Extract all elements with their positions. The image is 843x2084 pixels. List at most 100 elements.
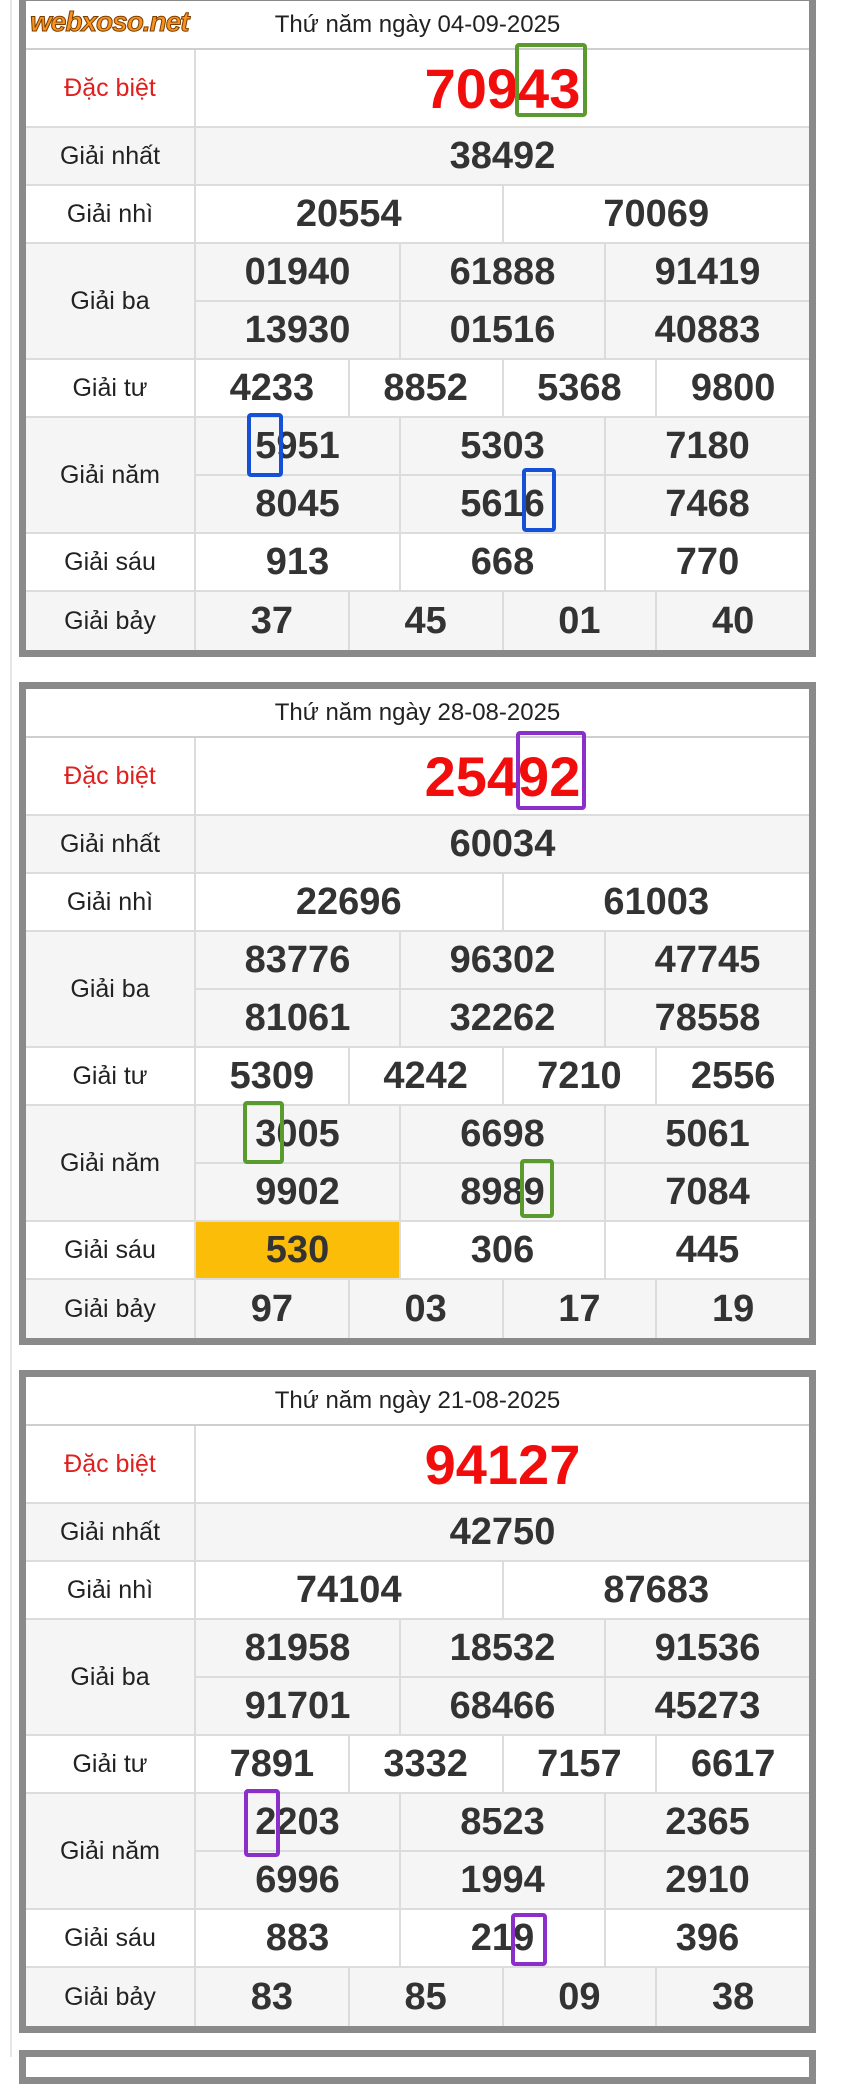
- prize-label: Giải bảy: [26, 1968, 196, 2026]
- prize-values: 94127: [196, 1426, 809, 1502]
- prize-number: 4233: [196, 360, 350, 416]
- prize-number: 45: [350, 592, 504, 650]
- prize-values: 530 306 445: [196, 1222, 809, 1278]
- prize-subrow: 37 45 01 40: [196, 592, 809, 650]
- prize-label: Đặc biệt: [26, 1426, 196, 1502]
- prize-values: 4233 8852 5368 9800: [196, 360, 809, 416]
- prize-number: 61003: [603, 880, 710, 923]
- prize-row-seventh: Giải bảy 83 85 09 38: [26, 1968, 809, 2026]
- prize-label: Đặc biệt: [26, 738, 196, 814]
- prize-number: 8045: [196, 476, 401, 532]
- prize-row-seventh: Giải bảy 37 45 01 40: [26, 592, 809, 650]
- prize-row-second: Giải nhì 74104 87683: [26, 1562, 809, 1620]
- prize-subrow: 81061 32262 78558: [196, 988, 809, 1046]
- prize-row-sixth: Giải sáu 883 219 396: [26, 1910, 809, 1968]
- prize-label: Giải nhì: [26, 186, 196, 242]
- prize-subrow: 83 85 09 38: [196, 1968, 809, 2026]
- prize-number: 6698: [401, 1106, 606, 1162]
- result-table: Thứ năm ngày 28-08-2025 Đặc biệt 25492 Giải…: [19, 682, 816, 1345]
- prize-number: 7468: [665, 482, 750, 525]
- prize-number: 01: [504, 592, 658, 650]
- prize-number: 5061: [665, 1112, 750, 1155]
- prize-number: 45273: [654, 1684, 761, 1727]
- prize-number: 2365: [665, 1800, 750, 1843]
- prize-number: 47745: [654, 938, 761, 981]
- prize-row-fifth: Giải năm 2203 8523 2365 6996 1994 2910: [26, 1794, 809, 1910]
- prize-number: 445: [675, 1228, 740, 1271]
- draw-date-header: Thứ năm ngày 28-08-2025: [26, 689, 809, 738]
- prize-number: 87683: [603, 1568, 710, 1611]
- prize-number: 22696: [196, 874, 504, 930]
- prize-subrow: 4233 8852 5368 9800: [196, 360, 809, 416]
- prize-number: 32262: [401, 990, 606, 1046]
- prize-label: Đặc biệt: [26, 50, 196, 126]
- prize-number: 94127: [424, 1432, 581, 1496]
- prize-label: Giải bảy: [26, 592, 196, 650]
- prize-number: 770: [675, 540, 740, 583]
- prize-label: Giải tư: [26, 1048, 196, 1104]
- prize-label: Giải ba: [26, 932, 196, 1046]
- prize-number: 91701: [196, 1678, 401, 1734]
- prize-number: 09: [504, 1968, 658, 2026]
- prize-number: 83776: [196, 932, 401, 988]
- prize-number: 38492: [449, 134, 556, 177]
- prize-values: 42750: [196, 1504, 809, 1560]
- prize-values: 2203 8523 2365 6996 1994 2910: [196, 1794, 809, 1908]
- prize-subrow: 6996 1994 2910: [196, 1850, 809, 1908]
- prize-subrow: 91701 68466 45273: [196, 1676, 809, 1734]
- prize-values: 25492: [196, 738, 809, 814]
- prize-number: 83: [196, 1968, 350, 2026]
- prize-values: 83776 96302 47745 81061 32262 78558: [196, 932, 809, 1046]
- prize-row-sixth: Giải sáu 530 306 445: [26, 1222, 809, 1280]
- prize-row-fifth: Giải năm 3005 6698 5061 9902 8989 7084: [26, 1106, 809, 1222]
- prize-values: 60034: [196, 816, 809, 872]
- prize-values: 37 45 01 40: [196, 592, 809, 650]
- prize-subrow: 38492: [196, 128, 809, 184]
- prize-values: 5951 5303 7180 8045 5616 7468: [196, 418, 809, 532]
- prize-row-fifth: Giải năm 5951 5303 7180 8045 5616 7468: [26, 418, 809, 534]
- prize-subrow: 2203 8523 2365: [196, 1794, 809, 1850]
- annotation-box: [511, 1913, 547, 1966]
- prize-label: Giải nhất: [26, 128, 196, 184]
- prize-subrow: 13930 01516 40883: [196, 300, 809, 358]
- annotation-box: [516, 731, 586, 810]
- prize-subrow: 913 668 770: [196, 534, 809, 590]
- prize-subrow: 25492: [196, 738, 809, 814]
- prize-label: Giải bảy: [26, 1280, 196, 1338]
- prize-label: Giải năm: [26, 1106, 196, 1220]
- prize-number: 9902: [196, 1164, 401, 1220]
- prize-label: Giải nhất: [26, 816, 196, 872]
- prize-number: 5616: [401, 476, 606, 532]
- prize-number: 6996: [196, 1852, 401, 1908]
- annotation-box: [515, 43, 587, 117]
- prize-number: 7180: [665, 424, 750, 467]
- prize-subrow: 42750: [196, 1504, 809, 1560]
- result-table: Thứ năm ngày 21-08-2025 Đặc biệt 94127 Giải…: [19, 1370, 816, 2033]
- prize-row-seventh: Giải bảy 97 03 17 19: [26, 1280, 809, 1338]
- prize-subrow: 70943: [196, 50, 809, 126]
- prize-number: 81061: [196, 990, 401, 1046]
- prize-subrow: 60034: [196, 816, 809, 872]
- prize-number: 68466: [401, 1678, 606, 1734]
- prize-number: 60034: [449, 822, 556, 865]
- prize-subrow: 9902 8989 7084: [196, 1162, 809, 1220]
- prize-number: 85: [350, 1968, 504, 2026]
- prize-values: 83 85 09 38: [196, 1968, 809, 2026]
- prize-row-second: Giải nhì 20554 70069: [26, 186, 809, 244]
- prize-number: 70943: [424, 56, 581, 120]
- prize-number: 913: [196, 534, 401, 590]
- prize-subrow: 7891 3332 7157 6617: [196, 1736, 809, 1792]
- prize-number: 8852: [350, 360, 504, 416]
- prize-number: 5303: [401, 418, 606, 474]
- prize-number: 01940: [196, 244, 401, 300]
- prize-number: 03: [350, 1280, 504, 1338]
- prize-number: 91419: [654, 250, 761, 293]
- annotation-box: [247, 413, 283, 477]
- prize-label: Giải nhất: [26, 1504, 196, 1560]
- prize-number: 5309: [196, 1048, 350, 1104]
- draw-date-header: Thứ năm ngày 21-08-2025: [26, 1377, 809, 1426]
- prize-number: 19: [711, 1287, 755, 1330]
- prize-label: Giải nhì: [26, 874, 196, 930]
- prize-row-third: Giải ba 83776 96302 47745 81061 32262 78558: [26, 932, 809, 1048]
- prize-number: 5951: [196, 418, 401, 474]
